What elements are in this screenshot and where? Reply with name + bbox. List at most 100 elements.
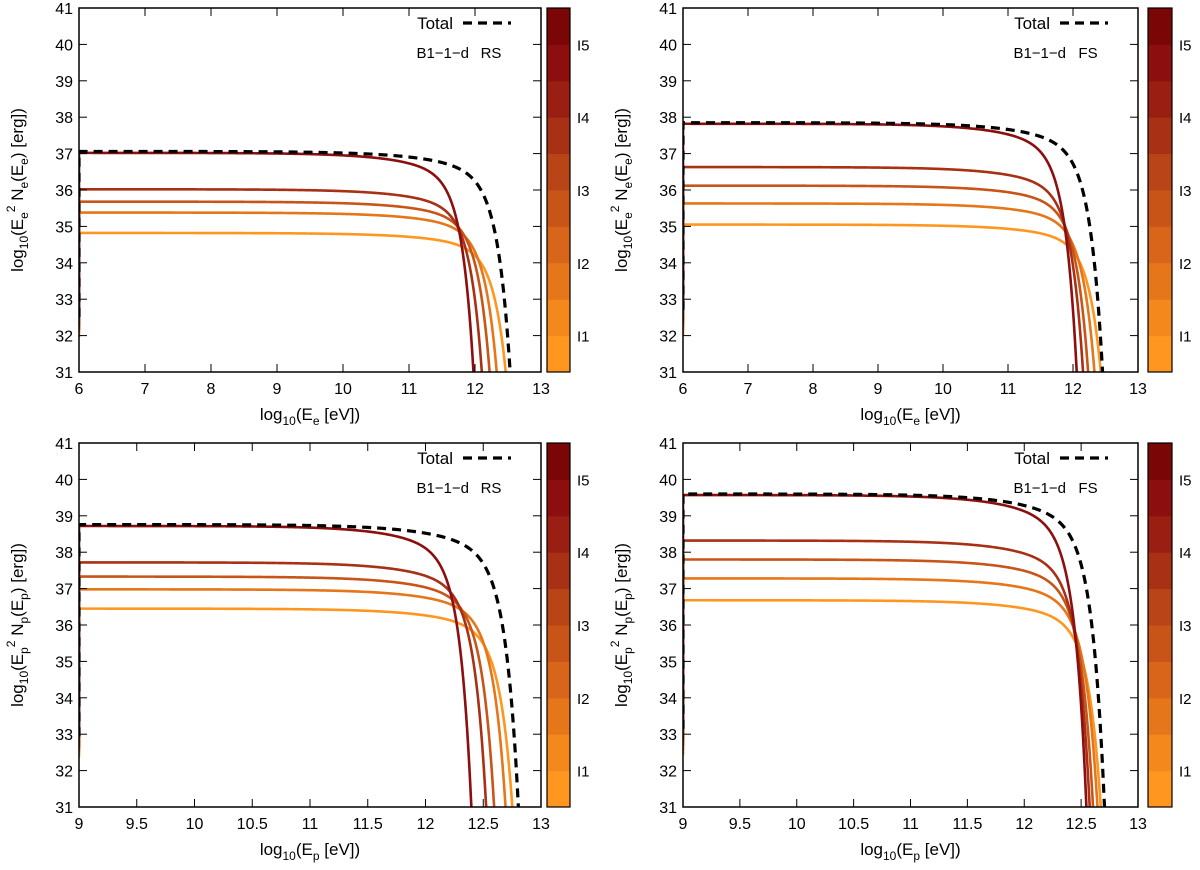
y-tick-label: 31 (659, 800, 677, 817)
colorbar-frame (546, 7, 571, 373)
colorbar-band (1148, 734, 1172, 772)
colorbar-frame (1147, 7, 1173, 373)
legend-label: Total (417, 14, 453, 33)
y-tick-label: 36 (659, 183, 677, 200)
series-group (683, 492, 1107, 807)
colorbar-band (1148, 661, 1172, 699)
xlabel-mid: (E (896, 840, 913, 859)
plot-frame (78, 442, 542, 808)
x-tick-label: 12.5 (468, 816, 499, 833)
colorbar-band (547, 770, 570, 808)
y-axis-label: log10(Ee2 Ne(Ee) [erg]) (4, 108, 31, 272)
ylabel-sub: e (17, 212, 31, 219)
colorbar-band (1148, 8, 1172, 45)
colorbar-band (1148, 697, 1172, 735)
colorbar-band (1148, 770, 1172, 808)
xlabel-tail: [eV]) (920, 840, 961, 859)
y-tick-label: 31 (55, 800, 73, 817)
x-tick-label: 11 (902, 816, 919, 833)
series-line-i1 (683, 223, 1103, 372)
x-tick-label: 13 (1129, 381, 1147, 398)
ylabel-part: (E (8, 600, 27, 617)
colorbar-band (1148, 515, 1172, 553)
y-tick-label: 40 (659, 472, 677, 489)
series-line-total (683, 121, 1105, 372)
ylabel-part: N (612, 189, 631, 206)
x-tick-label: 10.5 (237, 816, 268, 833)
series-line-i2 (79, 588, 507, 807)
ylabel-tail: ) [erg]) (612, 543, 631, 593)
y-tick-label: 33 (659, 292, 677, 309)
y-tick-label: 40 (55, 37, 73, 54)
ylabel-tail: ) [erg]) (612, 108, 631, 158)
x-tick-label: 6 (75, 381, 84, 398)
xlabel-sub: 10 (283, 414, 297, 428)
colorbar-frame (546, 442, 571, 808)
xlabel-sub: 10 (883, 414, 897, 428)
xlabel-sub: p (913, 849, 920, 863)
series-line-i4 (683, 165, 1085, 372)
series-line-i5 (79, 524, 473, 807)
colorbar-band (1148, 335, 1172, 373)
ylabel-sub: p (621, 617, 635, 624)
colorbar-label: I3 (1179, 618, 1192, 635)
y-tick-label: 36 (55, 183, 73, 200)
y-tick-label: 38 (55, 110, 73, 127)
colorbar-label: I4 (1179, 110, 1192, 127)
y-tick-label: 33 (55, 727, 73, 744)
y-tick-label: 31 (659, 365, 677, 382)
ylabel-sub: 10 (621, 236, 635, 250)
xlabel-base: log (260, 405, 283, 424)
ylabel-part: (E (612, 165, 631, 182)
ylabel-part: (E (8, 165, 27, 182)
x-tick-label: 8 (207, 381, 216, 398)
y-tick-label: 35 (659, 654, 677, 671)
y-tick-label: 31 (55, 365, 73, 382)
y-tick-label: 41 (55, 1, 73, 18)
legend-label: Total (1014, 449, 1050, 468)
colorbar-band (1148, 588, 1172, 626)
colorbar-label: I3 (577, 618, 590, 635)
y-tick-label: 40 (659, 37, 677, 54)
y-axis-label: log10(Ee2 Ne(Ee) [erg]) (608, 108, 635, 272)
xlabel-sub: e (313, 414, 320, 428)
series-line-i2 (79, 211, 499, 372)
ylabel-sup: 2 (608, 640, 622, 647)
ylabel-part: N (612, 624, 631, 641)
y-tick-label: 38 (659, 110, 677, 127)
x-tick-label: 7 (744, 381, 753, 398)
colorbar-band (1148, 299, 1172, 337)
ylabel-base: log (8, 684, 27, 707)
colorbar-band (547, 226, 570, 264)
y-tick-label: 41 (55, 436, 73, 453)
series-group (79, 522, 520, 807)
ylabel-sub: e (17, 182, 31, 189)
plot-frame (682, 7, 1139, 373)
y-tick-label: 32 (659, 764, 677, 781)
x-tick-label: 10 (934, 381, 952, 398)
x-tick-label: 12 (1015, 816, 1033, 833)
shock-tag: FS (1078, 45, 1097, 62)
x-tick-label: 7 (141, 381, 150, 398)
colorbar-band (1148, 552, 1172, 590)
ylabel-part: (E (612, 219, 631, 236)
model-tag: B1−1−d (1013, 45, 1066, 62)
xlabel-mid: (E (296, 840, 313, 859)
ylabel-tail: ) [erg]) (8, 108, 27, 158)
colorbar-label: I5 (1179, 37, 1192, 54)
ylabel-part: (E (8, 219, 27, 236)
y-tick-label: 36 (659, 618, 677, 635)
x-tick-label: 11 (302, 816, 319, 833)
x-tick-label: 11 (401, 381, 418, 398)
y-tick-label: 34 (55, 691, 73, 708)
x-tick-label: 12.5 (1066, 816, 1097, 833)
xlabel-base: log (260, 840, 283, 859)
y-tick-label: 37 (659, 147, 677, 164)
series-line-i3 (79, 200, 491, 372)
colorbar-band (547, 117, 570, 155)
y-tick-label: 39 (659, 74, 677, 91)
series-line-i2 (683, 202, 1096, 372)
y-tick-label: 32 (55, 764, 73, 781)
colorbar-band (547, 299, 570, 337)
